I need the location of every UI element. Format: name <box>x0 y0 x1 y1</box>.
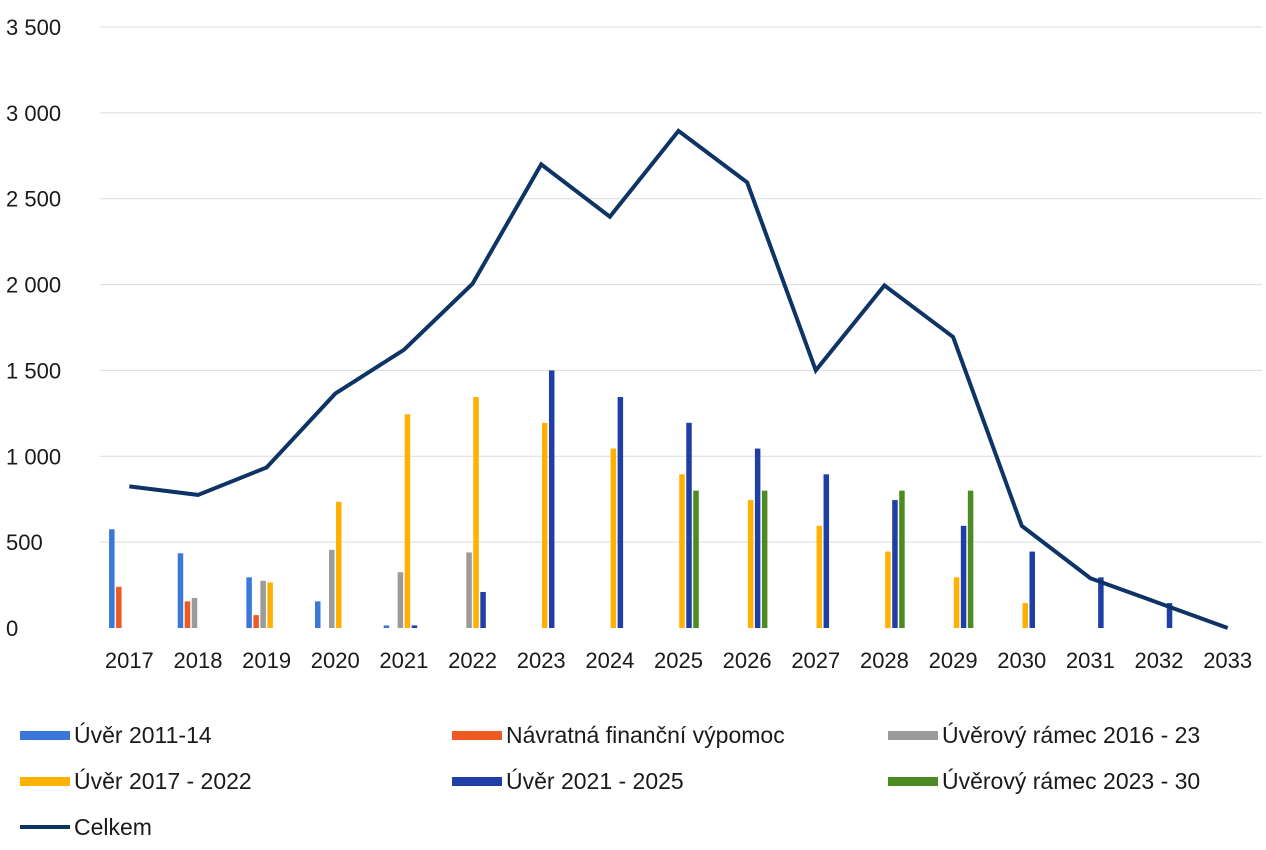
bar <box>473 397 479 628</box>
bar <box>116 586 122 628</box>
legend-row: Celkem <box>20 804 1256 850</box>
bar <box>480 591 486 628</box>
legend-swatch <box>888 776 938 786</box>
legend-label: Úvěr 2017 - 2022 <box>74 767 252 794</box>
legend-swatch <box>20 776 70 786</box>
bar <box>1166 603 1173 628</box>
legend-row: Úvěr 2011-14 Návratná finanční výpomoc Ú… <box>20 712 1256 758</box>
bar <box>816 525 823 628</box>
bar <box>693 490 699 628</box>
x-tick-label: 2023 <box>517 648 566 673</box>
legend-item-uverovy-ramec-2023-30: Úvěrový rámec 2023 - 30 <box>888 768 1256 795</box>
x-tick-label: 2018 <box>173 648 222 673</box>
bar <box>267 582 273 628</box>
legend-item-uver-2011-14: Úvěr 2011-14 <box>20 722 452 749</box>
legend-item-uver-2021-2025: Úvěr 2021 - 2025 <box>452 768 888 795</box>
x-tick-label: 2031 <box>1066 648 1115 673</box>
x-tick-label: 2032 <box>1135 648 1184 673</box>
bar <box>541 422 548 628</box>
y-axis-ticks: 0 500 1 000 1 500 2 000 2 500 3 000 3 500 <box>6 15 61 641</box>
bar <box>329 549 335 628</box>
y-tick-label: 3 000 <box>6 101 61 126</box>
total-line <box>129 128 1229 630</box>
bar <box>960 525 967 628</box>
y-tick-label: 2 500 <box>6 187 61 212</box>
x-tick-label: 2022 <box>448 648 497 673</box>
legend-swatch <box>20 730 70 740</box>
total-line-layer <box>129 128 1229 630</box>
bar <box>761 490 768 628</box>
bar <box>411 625 418 628</box>
bar <box>253 615 259 628</box>
bar <box>548 370 555 628</box>
bar <box>383 625 390 628</box>
legend-item-uver-2017-2022: Úvěr 2017 - 2022 <box>20 768 452 795</box>
x-tick-label: 2025 <box>654 648 703 673</box>
y-tick-label: 0 <box>6 616 18 641</box>
bar <box>610 448 617 628</box>
x-tick-label: 2029 <box>929 648 978 673</box>
bar <box>1022 603 1028 628</box>
bar <box>967 490 974 628</box>
bar <box>686 422 692 628</box>
legend-label: Úvěr 2011-14 <box>74 721 212 748</box>
y-tick-label: 3 500 <box>6 15 61 40</box>
x-tick-label: 2020 <box>311 648 360 673</box>
legend-swatch <box>20 825 70 829</box>
bar <box>260 580 266 628</box>
bar <box>754 448 761 628</box>
bar <box>109 529 115 628</box>
legend-label: Úvěrový rámec 2016 - 23 <box>942 721 1201 748</box>
bar <box>823 474 830 628</box>
legend-label: Návratná finanční výpomoc <box>506 721 785 748</box>
y-tick-label: 500 <box>6 530 43 555</box>
legend-swatch <box>452 776 502 786</box>
y-tick-label: 1 500 <box>6 358 61 383</box>
x-tick-label: 2019 <box>242 648 291 673</box>
legend-item-navratna-financni-vypomoc: Návratná finanční výpomoc <box>452 722 888 749</box>
bar <box>899 490 905 628</box>
bar <box>315 601 321 628</box>
y-tick-label: 1 000 <box>6 444 61 469</box>
x-axis-ticks: 2017 2018 2019 2020 2021 2022 2023 2024 2025 2026… <box>105 648 1252 673</box>
bar <box>397 572 404 628</box>
bar <box>404 414 411 628</box>
bar <box>617 397 624 628</box>
bar <box>184 601 191 628</box>
bar <box>747 500 754 628</box>
bar <box>679 474 685 628</box>
legend: Úvěr 2011-14 Návratná finanční výpomoc Ú… <box>20 712 1256 850</box>
x-tick-label: 2017 <box>105 648 154 673</box>
y-tick-label: 2 000 <box>6 273 61 298</box>
bar <box>336 501 342 628</box>
legend-swatch <box>452 730 502 740</box>
bar <box>246 577 252 628</box>
x-tick-label: 2033 <box>1203 648 1252 673</box>
legend-item-uverovy-ramec-2016-23: Úvěrový rámec 2016 - 23 <box>888 722 1256 749</box>
bar <box>466 552 472 628</box>
legend-row: Úvěr 2017 - 2022 Úvěr 2021 - 2025 Úvěrov… <box>20 758 1256 804</box>
bar <box>953 577 960 628</box>
bar <box>892 500 898 628</box>
legend-label: Celkem <box>74 813 152 840</box>
legend-swatch <box>888 730 938 740</box>
gridlines <box>100 26 1262 543</box>
x-tick-label: 2027 <box>791 648 840 673</box>
x-tick-label: 2024 <box>585 648 634 673</box>
legend-label: Úvěr 2021 - 2025 <box>506 767 684 794</box>
x-tick-label: 2030 <box>997 648 1046 673</box>
bar <box>177 553 184 628</box>
bars <box>109 370 1173 628</box>
bar <box>1029 551 1035 628</box>
bar <box>191 597 198 628</box>
x-tick-label: 2028 <box>860 648 909 673</box>
x-tick-label: 2021 <box>379 648 428 673</box>
legend-label: Úvěrový rámec 2023 - 30 <box>942 767 1201 794</box>
bar <box>1098 577 1104 628</box>
x-tick-label: 2026 <box>723 648 772 673</box>
legend-item-celkem: Celkem <box>20 814 452 841</box>
bar <box>885 551 891 628</box>
